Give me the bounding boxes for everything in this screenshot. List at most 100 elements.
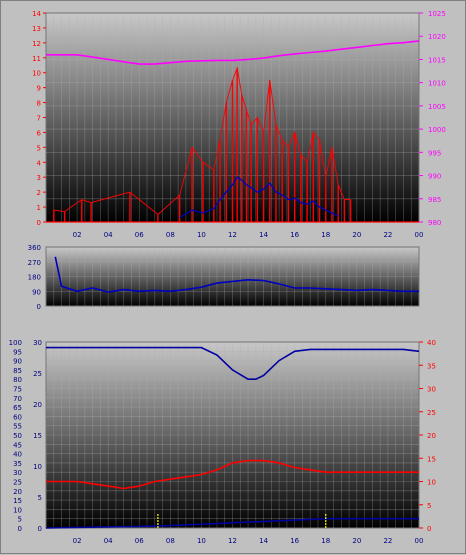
humidity-temperature-plot — [45, 341, 420, 529]
y-tick-label: 45 — [13, 441, 22, 449]
y-tick-label: 10 — [427, 479, 436, 487]
y-tick-label: 4 — [37, 159, 42, 167]
rain-line — [45, 517, 419, 529]
y-tick-label: 2 — [37, 189, 41, 197]
x-tick-label: 00 — [415, 537, 424, 545]
x-tick-label: 08 — [166, 231, 175, 239]
x-tick-label: 02 — [73, 537, 82, 545]
y-tick-label: 55 — [13, 423, 22, 431]
y-tick-label: 990 — [428, 173, 441, 181]
y-tick-label: 11 — [32, 55, 41, 63]
y-tick-label: 95 — [13, 348, 22, 356]
wind-line — [53, 66, 351, 216]
x-tick-label: 22 — [383, 231, 392, 239]
x-tick-label: 04 — [104, 231, 113, 239]
y-tick-label: 90 — [32, 288, 41, 296]
x-tick-label: 08 — [166, 537, 175, 545]
avg-wind-line — [179, 176, 339, 219]
y-tick-label: 3 — [37, 174, 41, 182]
x-tick-label: 16 — [290, 231, 299, 239]
y-tick-label: 8 — [37, 100, 41, 108]
x-tick-label: 04 — [104, 537, 113, 545]
x-tick-label: 22 — [383, 537, 392, 545]
y-tick-label: 270 — [28, 259, 41, 267]
y-tick-label: 1010 — [428, 80, 446, 88]
y-tick-label: 60 — [13, 413, 22, 421]
y-tick-label: 10 — [33, 463, 42, 471]
y-tick-label: 1000 — [428, 126, 446, 134]
y-tick-label: 1015 — [428, 56, 446, 64]
y-tick-label: 995 — [428, 149, 441, 157]
y-tick-label: 9 — [37, 85, 41, 93]
x-tick-label: 14 — [259, 231, 268, 239]
y-tick-label: 1005 — [428, 103, 446, 111]
pressure-line — [46, 40, 420, 65]
y-tick-label: 10 — [13, 506, 22, 514]
y-tick-label: 6 — [37, 129, 42, 137]
y-tick-label: 20 — [13, 488, 22, 496]
y-tick-label: 0 — [38, 525, 42, 533]
x-tick-label: 16 — [290, 537, 299, 545]
y-tick-label: 30 — [33, 339, 42, 347]
y-tick-label: 13 — [32, 25, 41, 33]
y-tick-label: 80 — [13, 376, 22, 384]
y-tick-label: 5 — [18, 516, 22, 524]
y-tick-label: 15 — [13, 497, 22, 505]
y-tick-label: 70 — [13, 395, 22, 403]
x-tick-label: 14 — [259, 537, 268, 545]
y-tick-label: 85 — [13, 367, 22, 375]
y-tick-label: 50 — [13, 432, 22, 440]
y-tick-label: 360 — [28, 244, 41, 252]
y-tick-label: 25 — [13, 479, 22, 487]
y-tick-label: 14 — [32, 10, 41, 18]
y-tick-label: 12 — [32, 40, 41, 48]
y-tick-label: 100 — [9, 339, 22, 347]
wind-direction-line — [54, 256, 419, 293]
y-tick-label: 7 — [37, 115, 41, 123]
y-tick-label: 15 — [33, 432, 42, 440]
y-tick-label: 40 — [427, 339, 436, 347]
y-tick-label: 65 — [13, 404, 22, 412]
y-tick-label: 0 — [37, 303, 41, 311]
x-tick-label: 10 — [197, 231, 206, 239]
y-tick-label: 0 — [37, 219, 41, 227]
humidity-line — [46, 346, 420, 380]
x-tick-label: 10 — [197, 537, 206, 545]
y-tick-label: 980 — [428, 219, 441, 227]
y-tick-label: 35 — [13, 460, 22, 468]
y-tick-label: 30 — [13, 469, 22, 477]
temperature-line — [46, 459, 419, 490]
y-tick-label: 5 — [38, 494, 42, 502]
x-tick-label: 18 — [321, 231, 330, 239]
y-tick-label: 1025 — [428, 10, 446, 18]
x-tick-label: 12 — [228, 231, 237, 239]
x-tick-label: 18 — [321, 537, 330, 545]
x-tick-label: 06 — [135, 231, 144, 239]
y-tick-label: 0 — [18, 525, 22, 533]
y-tick-label: 5 — [37, 144, 41, 152]
x-tick-label: 00 — [415, 231, 424, 239]
x-tick-label: 12 — [228, 537, 237, 545]
y-tick-label: 75 — [13, 386, 22, 394]
y-tick-label: 40 — [13, 451, 22, 459]
y-tick-label: 15 — [427, 455, 436, 463]
y-tick-label: 20 — [427, 432, 436, 440]
y-tick-label: 180 — [28, 274, 41, 282]
y-tick-label: 1020 — [428, 33, 446, 41]
x-tick-label: 06 — [135, 537, 144, 545]
y-tick-label: 985 — [428, 196, 441, 204]
x-tick-label: 20 — [352, 231, 361, 239]
y-tick-label: 35 — [427, 362, 436, 370]
y-tick-label: 25 — [33, 370, 42, 378]
x-tick-label: 02 — [73, 231, 82, 239]
y-tick-label: 1 — [37, 204, 41, 212]
wind-direction-plot — [45, 246, 420, 307]
y-tick-label: 30 — [427, 386, 436, 394]
y-tick-label: 0 — [427, 525, 431, 533]
y-tick-label: 20 — [33, 401, 42, 409]
y-tick-label: 90 — [13, 358, 22, 366]
x-tick-label: 20 — [352, 537, 361, 545]
y-tick-label: 25 — [427, 409, 436, 417]
